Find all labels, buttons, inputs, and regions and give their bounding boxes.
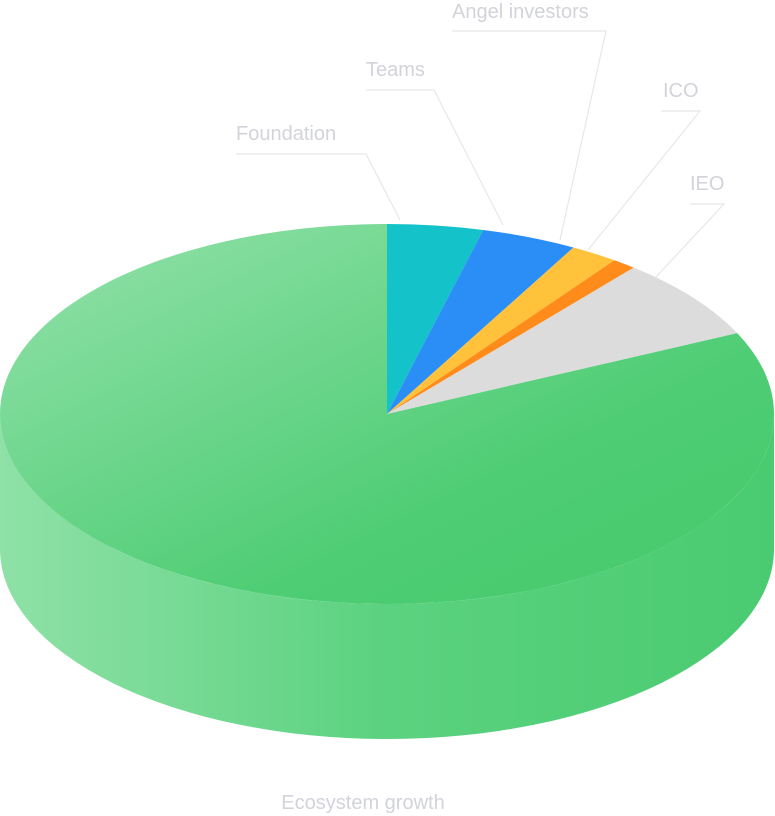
- pie-slice-ico: [387, 260, 634, 414]
- pie-slice-angel-investors: [387, 247, 615, 414]
- leader-line-ico: [587, 110, 702, 251]
- pie-side-ecosystem-growth: [0, 414, 774, 739]
- slice-label-teams: Teams: [366, 59, 425, 81]
- leader-line-teams: [366, 89, 504, 226]
- pie-slice-ecosystem-growth: [0, 224, 774, 605]
- leader-line-ieo: [654, 203, 726, 279]
- leader-line-foundation: [236, 153, 401, 221]
- slice-label-ecosystem-growth: Ecosystem growth: [281, 792, 444, 814]
- slice-label-ico: ICO: [663, 80, 699, 102]
- pie-slice-teams: [387, 229, 574, 414]
- pie-slice-ieo: [387, 267, 738, 414]
- leader-line-angel-investors: [452, 30, 607, 241]
- slice-label-angel-investors: Angel investors: [452, 1, 589, 23]
- slice-label-foundation: Foundation: [236, 123, 336, 145]
- slice-label-ieo: IEO: [690, 173, 724, 195]
- pie-slice-foundation: [387, 224, 484, 414]
